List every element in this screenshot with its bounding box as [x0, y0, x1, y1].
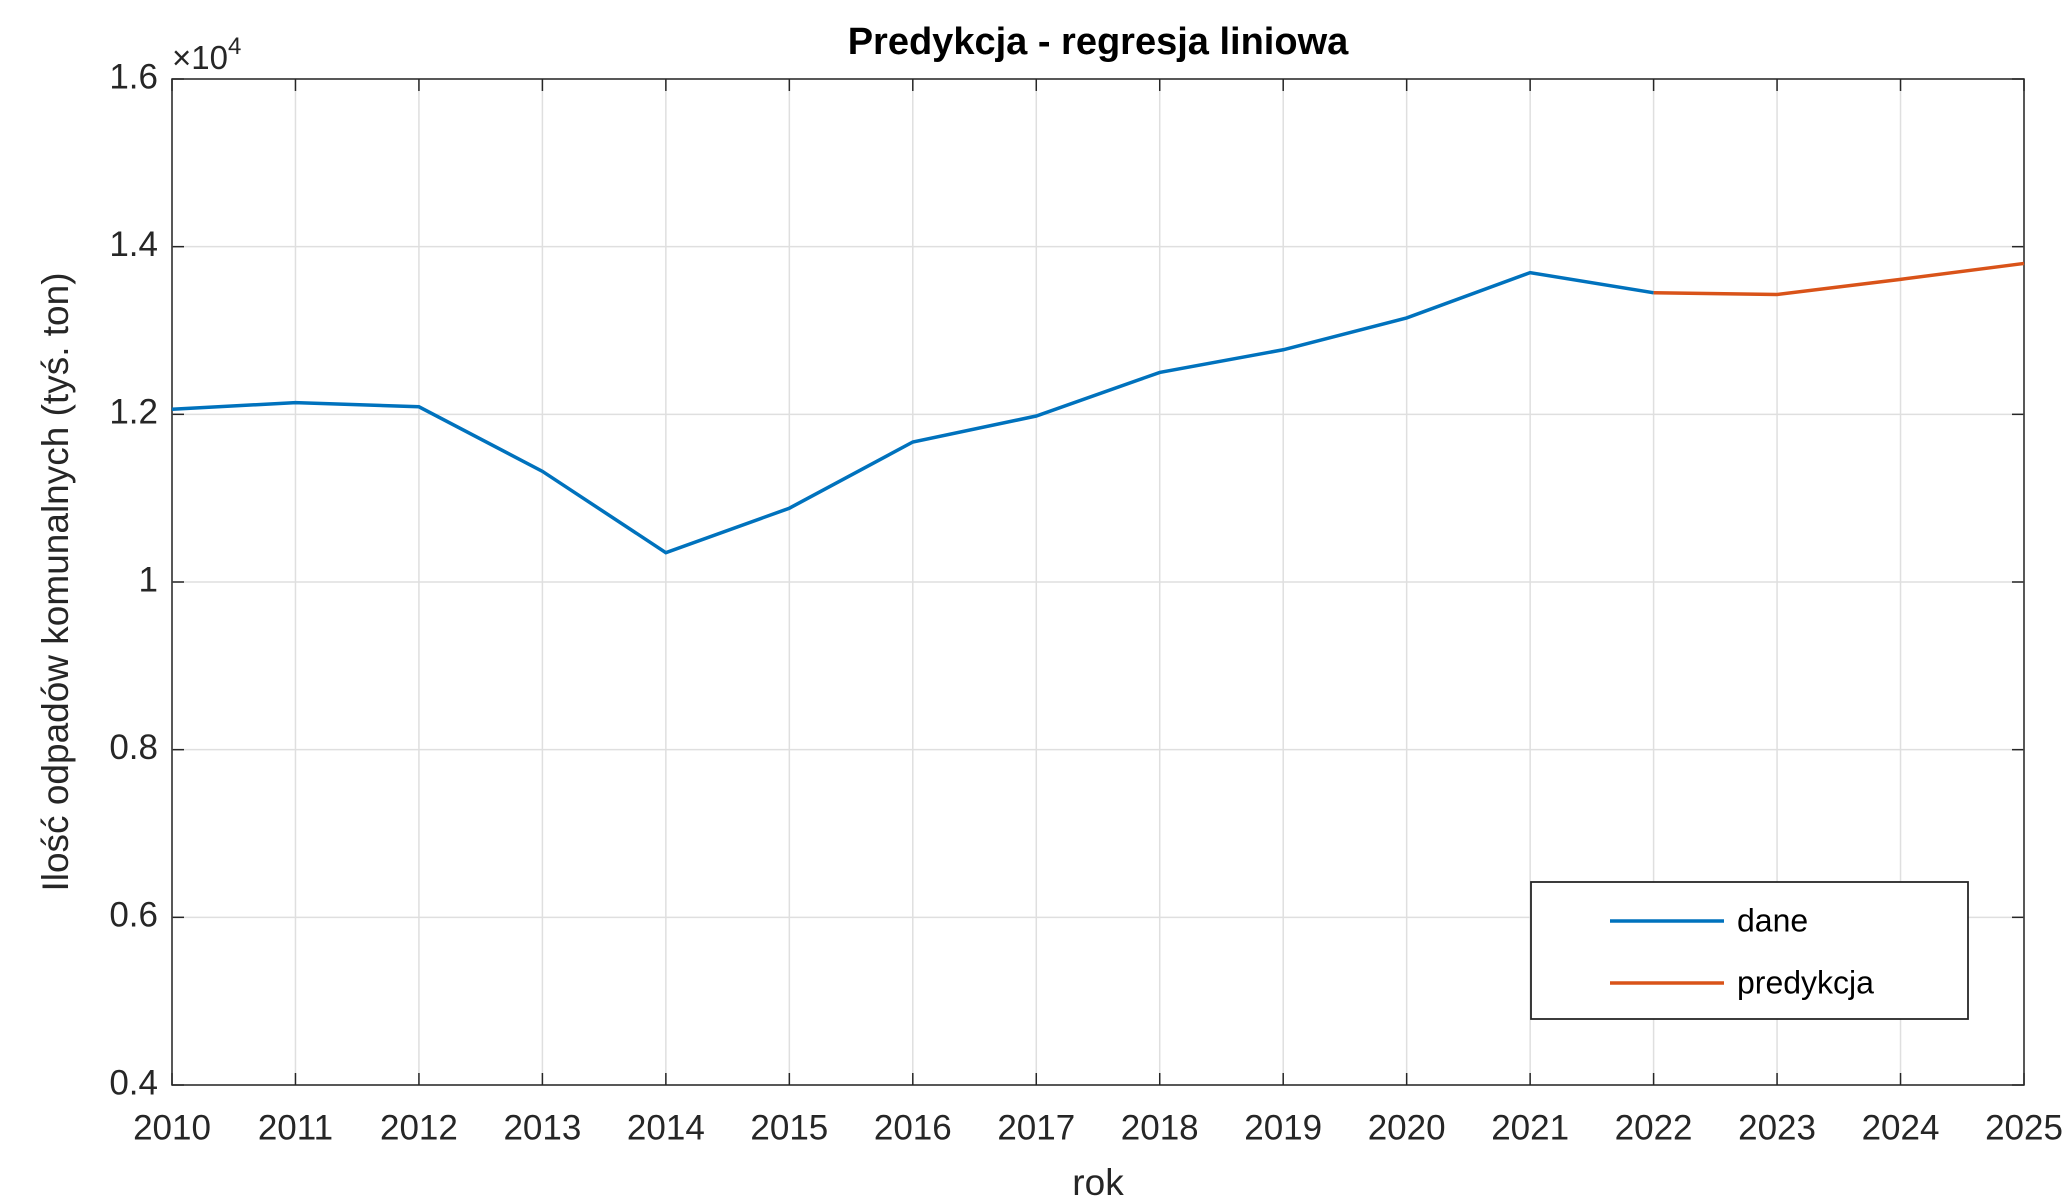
x-tick-label: 2018 — [1121, 1108, 1199, 1147]
y-tick-label: 1.4 — [109, 225, 158, 264]
y-axis-label: Ilość odpadów komunalnych (tyś. ton) — [35, 272, 76, 891]
x-tick-label: 2013 — [503, 1108, 581, 1147]
x-tick-label: 2019 — [1244, 1108, 1322, 1147]
y-tick-label: 0.8 — [109, 728, 158, 767]
y-tick-label: 1.2 — [109, 393, 158, 432]
x-tick-label: 2022 — [1615, 1108, 1693, 1147]
multiplier-exponent: 4 — [228, 33, 241, 60]
legend-box — [1530, 881, 1969, 1020]
x-axis-label: rok — [1072, 1162, 1124, 1202]
x-tick-label: 2021 — [1491, 1108, 1569, 1147]
x-tick-label: 2016 — [874, 1108, 952, 1147]
y-tick-label: 0.6 — [109, 896, 158, 935]
y-tick-label: 0.4 — [109, 1063, 158, 1102]
x-tick-label: 2025 — [1985, 1108, 2063, 1147]
legend-label: predykcja — [1737, 964, 1874, 1000]
x-tick-label: 2020 — [1368, 1108, 1446, 1147]
x-tick-label: 2012 — [380, 1108, 458, 1147]
x-tick-label: 2015 — [750, 1108, 828, 1147]
x-tick-label: 2023 — [1738, 1108, 1816, 1147]
y-tick-label: 1 — [139, 560, 158, 599]
y-tick-label: 1.6 — [109, 57, 158, 96]
plot-frame — [171, 78, 2025, 1086]
data-line — [171, 270, 1654, 555]
legend: dane predykcja — [1530, 881, 1969, 1020]
multiplier-base: ×10 — [172, 39, 228, 76]
x-tick-label: 2014 — [627, 1108, 705, 1147]
chart-title: Predykcja - regresja liniowa — [848, 21, 1349, 63]
y-multiplier: ×104 — [172, 33, 241, 75]
x-tick-label: 2017 — [997, 1108, 1075, 1147]
x-tick-label: 2010 — [133, 1108, 211, 1147]
x-tick-label: 2011 — [258, 1108, 333, 1147]
data-line — [1653, 261, 2025, 297]
legend-label: dane — [1737, 902, 1808, 938]
x-tick-label: 2024 — [1862, 1108, 1940, 1147]
